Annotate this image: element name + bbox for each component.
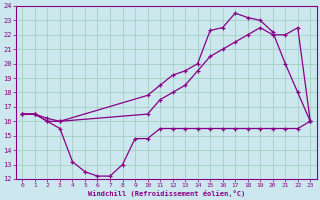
X-axis label: Windchill (Refroidissement éolien,°C): Windchill (Refroidissement éolien,°C) bbox=[88, 190, 245, 197]
